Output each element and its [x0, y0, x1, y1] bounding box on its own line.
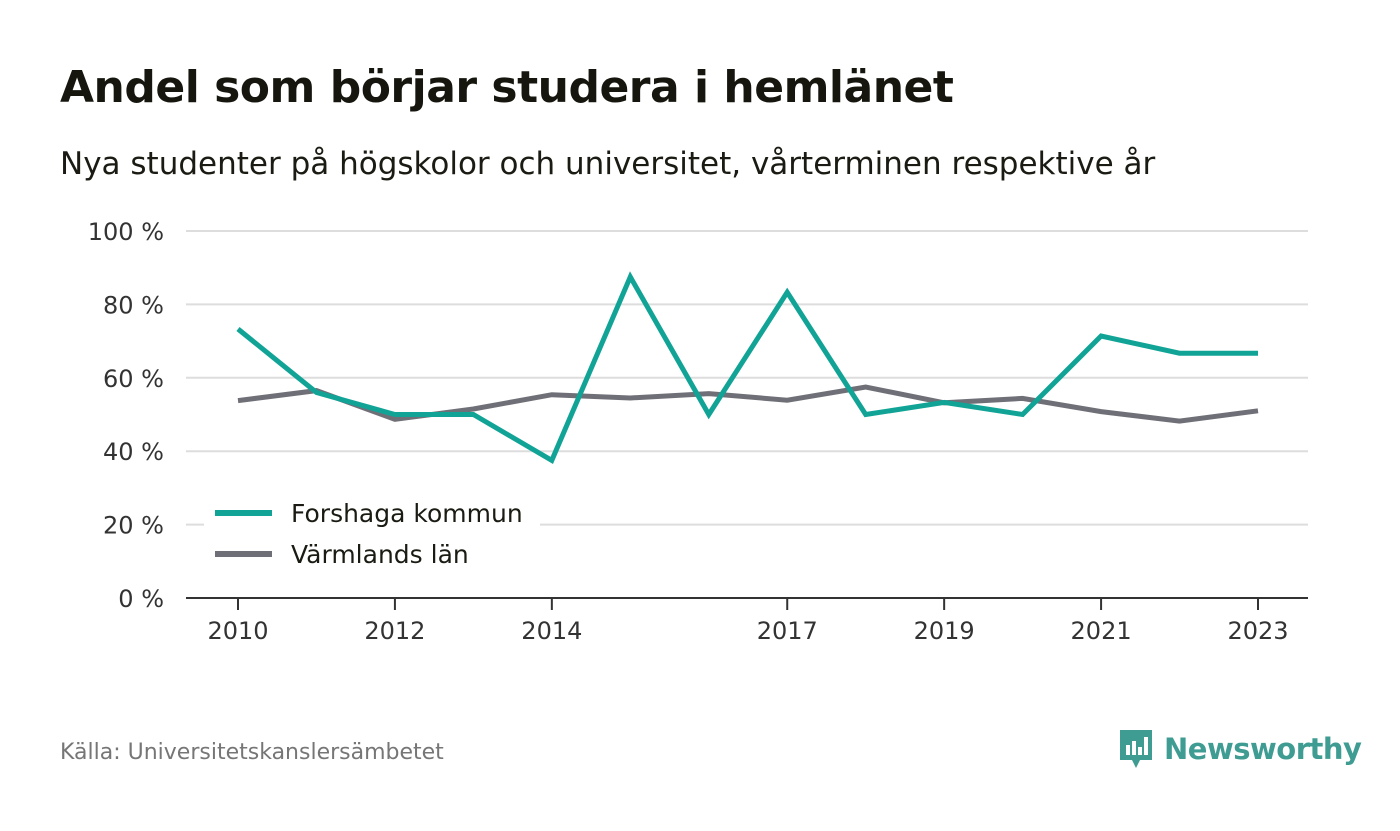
- y-tick-label: 80 %: [103, 291, 164, 319]
- y-axis-ticks: 0 % 20 % 40 % 60 % 80 % 100 %: [88, 218, 164, 613]
- y-tick-label: 100 %: [88, 218, 164, 246]
- legend-label: Forshaga kommun: [291, 499, 523, 528]
- x-tick-label: 2014: [521, 617, 582, 645]
- legend-label: Värmlands län: [291, 540, 469, 569]
- y-tick-label: 40 %: [103, 438, 164, 466]
- chart-subtitle: Nya studenter på högskolor och universit…: [60, 146, 1156, 182]
- source-note: Källa: Universitetskanslersämbetet: [60, 740, 444, 765]
- legend: Forshaga kommun Värmlands län: [204, 490, 540, 578]
- chart-title: Andel som börjar studera i hemlänet: [60, 62, 954, 113]
- brand-name: Newsworthy: [1164, 732, 1362, 766]
- newsworthy-logo-icon: [1120, 730, 1152, 768]
- line-chart: 0 %20 %40 %60 %80 %100 % 2010 2012 2014 201…: [88, 218, 1308, 645]
- legend-background: [204, 490, 540, 578]
- x-tick-label: 2019: [914, 617, 975, 645]
- x-tick-label: 2023: [1227, 617, 1288, 645]
- y-tick-label: 60 %: [103, 365, 164, 393]
- x-axis-ticks: 2010 2012 2014 2017 2019 2021 2023: [207, 598, 1289, 645]
- series-lines: [236, 271, 1259, 464]
- x-tick-label: 2017: [757, 617, 818, 645]
- x-tick-label: 2021: [1071, 617, 1132, 645]
- series-line-värmlands-län: [237, 384, 1259, 424]
- brand-logo: Newsworthy: [1118, 728, 1362, 770]
- series-line-forshaga-kommun: [236, 271, 1258, 464]
- x-tick-label: 2010: [207, 617, 268, 645]
- grid-lines: [186, 230, 1308, 599]
- y-tick-label: 20 %: [103, 512, 164, 540]
- x-tick-label: 2012: [364, 617, 425, 645]
- y-tick-label: 0 %: [118, 585, 164, 613]
